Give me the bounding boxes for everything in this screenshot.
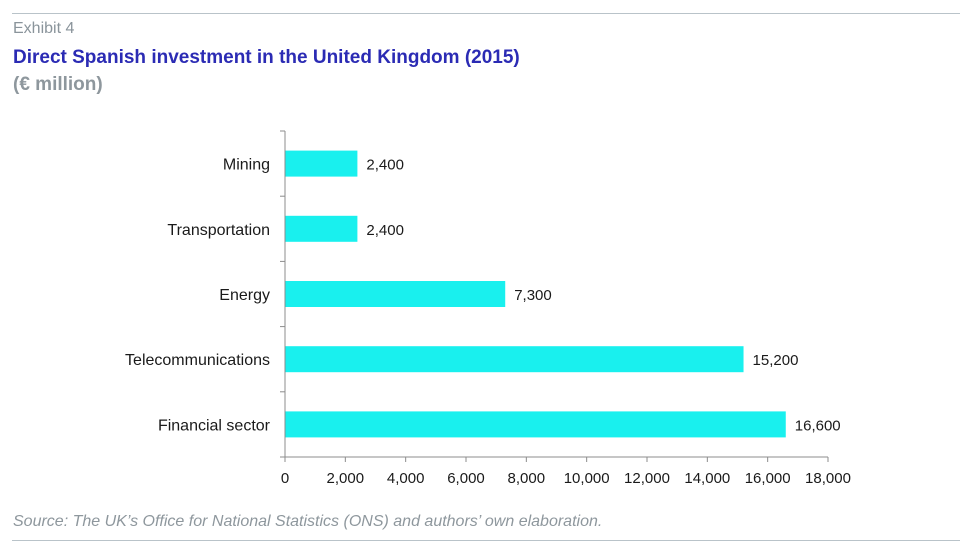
category-label: Mining [223,157,270,174]
x-tick-label: 2,000 [327,470,365,487]
x-tick-label: 0 [281,470,289,487]
value-label: 2,400 [366,157,404,174]
value-label: 16,600 [795,417,841,434]
category-label: Financial sector [158,417,271,434]
bar [285,346,744,373]
bar [285,281,506,307]
chart-subtitle: (€ million) [13,74,103,95]
exhibit-label: Exhibit 4 [13,20,75,37]
top-divider [12,13,960,14]
value-label: 2,400 [366,222,404,239]
x-tick-label: 12,000 [624,470,670,487]
x-tick-label: 14,000 [684,470,730,487]
bar [285,150,358,177]
x-tick-label: 4,000 [387,470,425,487]
x-tick-label: 8,000 [508,470,546,487]
bar [285,411,786,438]
x-tick-label: 16,000 [745,470,791,487]
category-label: Transportation [167,222,270,239]
value-label: 15,200 [753,352,799,369]
x-tick-label: 6,000 [447,470,485,487]
bar [285,215,358,242]
category-label: Telecommunications [125,352,270,369]
category-label: Energy [219,287,270,304]
value-label: 7,300 [514,287,552,304]
x-tick-label: 10,000 [564,470,610,487]
x-tick-label: 18,000 [805,470,851,487]
chart-title: Direct Spanish investment in the United … [13,47,520,68]
source-note: Source: The UK’s Office for National Sta… [13,513,603,530]
bottom-divider [12,540,960,541]
